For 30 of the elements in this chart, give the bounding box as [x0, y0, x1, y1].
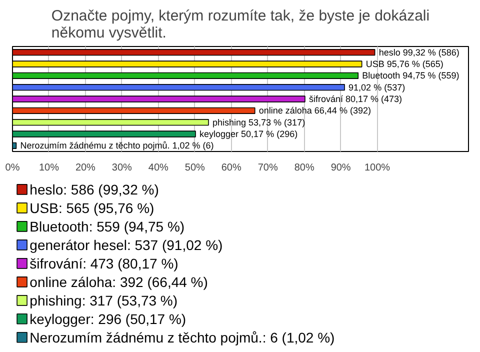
data-label: online záloha 66,44 % (392) [258, 106, 371, 116]
chart-title: Označte pojmy, kterým rozumíte tak, že byste je dokázali někomu vysvětlit. [51, 8, 430, 42]
x-tick-label: 100% [364, 162, 390, 174]
x-tick-label: 60% [221, 162, 242, 174]
legend-label: heslo: 586 (99,32 %) [30, 181, 159, 198]
legend-label: šifrování: 473 (80,17 %) [30, 255, 178, 272]
x-tick-label: 50% [184, 162, 206, 174]
data-label: keylogger 50,17 % (296) [200, 129, 298, 139]
data-label: Nerozumím žádnému z těchto pojmů. 1,02 % (6) [20, 140, 214, 151]
x-tick-label: 20% [75, 162, 96, 174]
x-tick-label: 10% [38, 162, 60, 174]
legend-label: online záloha: 392 (66,44 %) [30, 274, 208, 290]
x-tick-label: 0% [5, 162, 20, 174]
data-label: heslo 99,32 % (586) [378, 47, 460, 58]
x-tick-label: 80% [294, 162, 314, 174]
x-tick-label: 40% [148, 162, 169, 174]
data-label: phishing 53,73 % (317) [212, 117, 306, 128]
data-label: 91,02 % (537) [348, 82, 406, 92]
x-tick-label: 30% [112, 162, 132, 174]
legend-label: phishing: 317 (53,73 %) [30, 292, 178, 308]
x-tick-label: 70% [258, 162, 278, 174]
data-label: šifrování 80,17 % (473) [308, 94, 402, 104]
legend-label: Bluetooth: 559 (94,75 %) [30, 218, 185, 234]
legend-label: generátor hesel: 537 (91,02 %) [30, 236, 223, 253]
data-label: USB 95,76 % (565) [366, 59, 444, 69]
x-tick-label: 90% [330, 162, 351, 174]
legend-label: keylogger: 296 (50,17 %) [30, 310, 186, 327]
legend-label: Nerozumím žádnému z těchto pojmů.: 6 (1,02 %) [30, 329, 335, 346]
legend-label: USB: 565 (95,76 %) [30, 200, 154, 216]
data-label: Bluetooth 94,75 % (559) [362, 70, 460, 81]
